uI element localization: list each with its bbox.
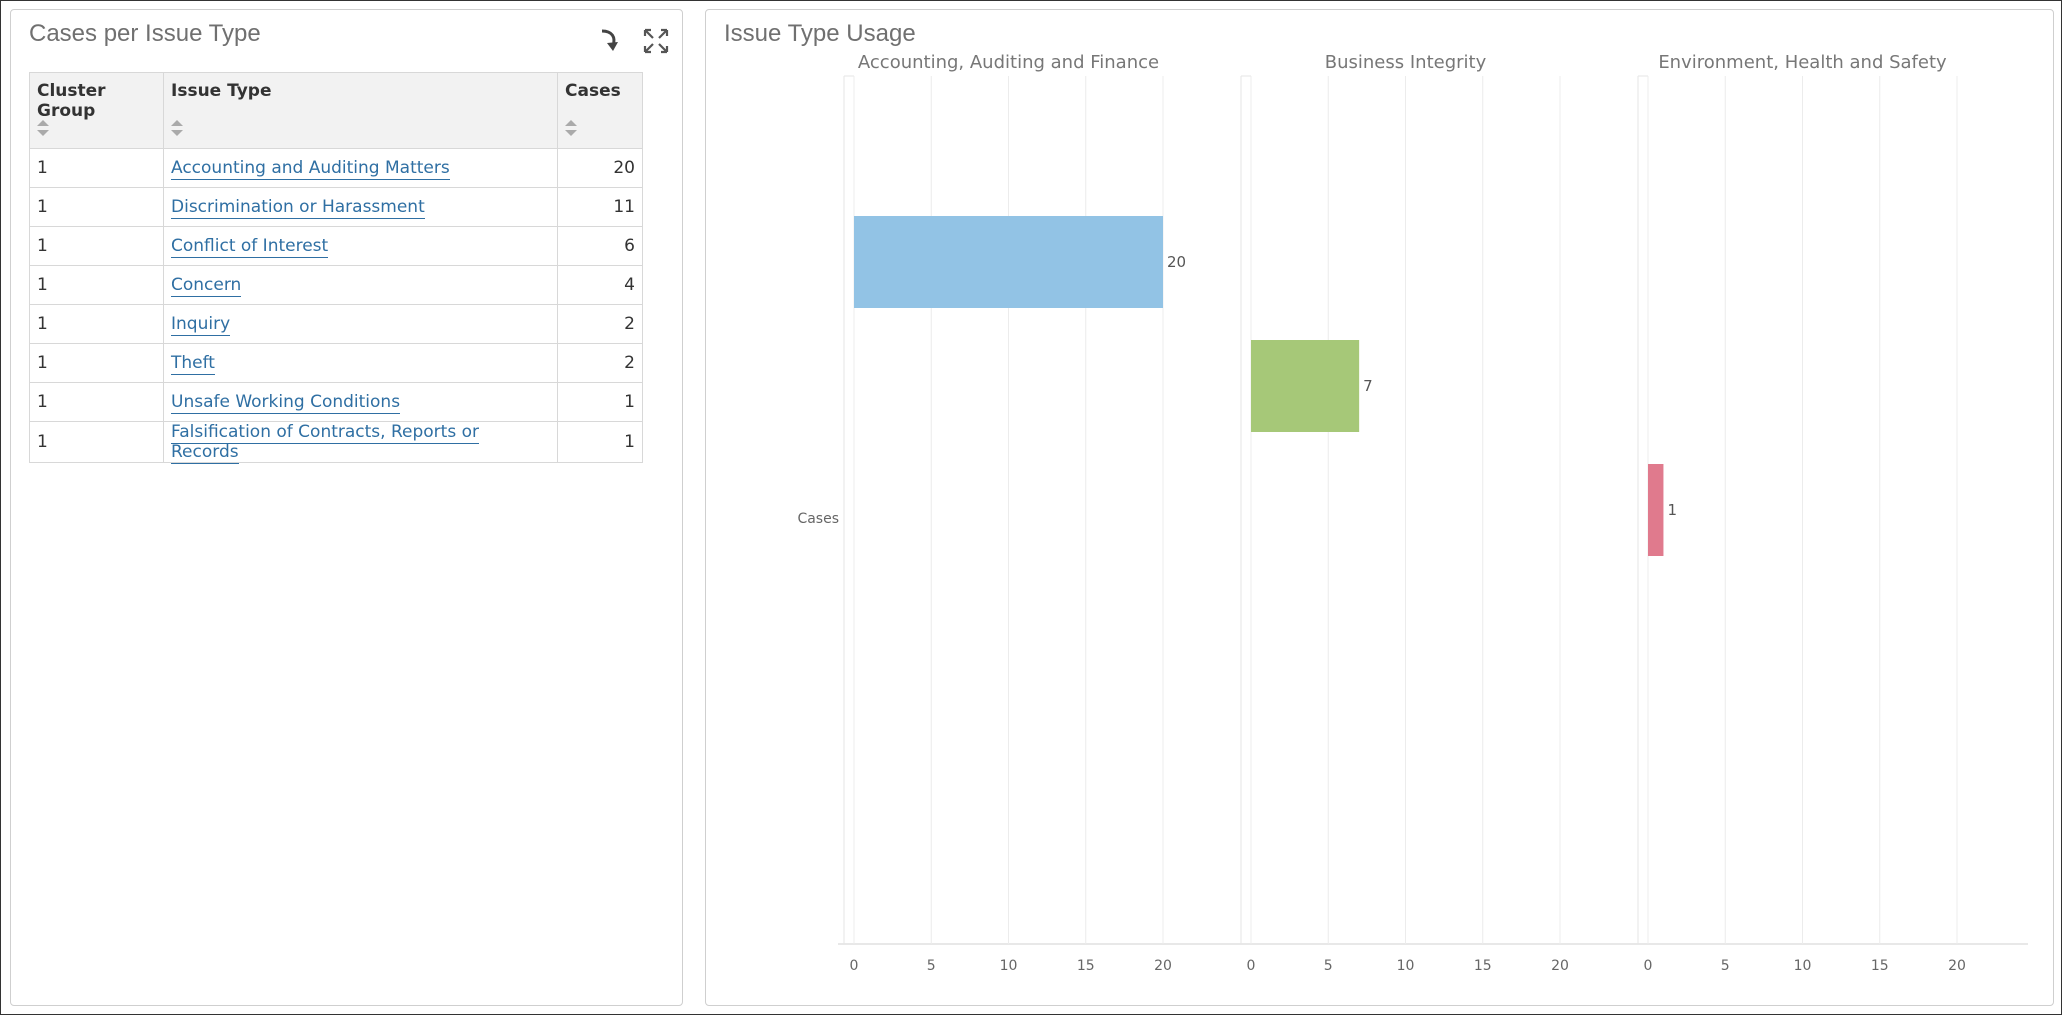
data-label: 20: [1167, 253, 1186, 271]
issue-type-cell: Theft: [163, 343, 558, 383]
facet-title: Accounting, Auditing and Finance: [858, 52, 1159, 73]
panel-title: Cases per Issue Type: [29, 20, 261, 47]
cases-cell: 2: [557, 343, 643, 383]
x-tick-label: 5: [1721, 958, 1730, 974]
facet-title: Business Integrity: [1325, 52, 1487, 73]
issue-type-link[interactable]: Accounting and Auditing Matters: [171, 158, 450, 180]
column-header-cluster-group[interactable]: Cluster Group: [29, 72, 164, 149]
cases-cell: 1: [557, 382, 643, 422]
refresh-icon[interactable]: [591, 24, 625, 58]
table-row: 1 Accounting and Auditing Matters 20: [29, 148, 643, 188]
bar: [1648, 464, 1664, 556]
cluster-group-cell: 1: [29, 343, 164, 383]
cases-per-issue-type-panel: Cases per Issue Type Cluster Group: [10, 9, 683, 1006]
facet-title: Environment, Health and Safety: [1658, 52, 1947, 73]
cluster-group-cell: 1: [29, 148, 164, 188]
x-tick-label: 10: [1794, 958, 1812, 974]
cases-cell: 1: [557, 421, 643, 463]
cases-cell: 11: [557, 187, 643, 227]
cases-cell: 4: [557, 265, 643, 305]
x-tick-label: 20: [1948, 958, 1966, 974]
issue-type-link[interactable]: Falsification of Contracts, Reports or R…: [171, 422, 479, 464]
cluster-group-cell: 1: [29, 421, 164, 463]
bar: [854, 216, 1163, 308]
cluster-group-cell: 1: [29, 382, 164, 422]
cases-cell: 20: [557, 148, 643, 188]
x-tick-label: 10: [1397, 958, 1415, 974]
bar: [1251, 340, 1360, 432]
cases-cell: 6: [557, 226, 643, 266]
issue-type-cell: Conflict of Interest: [163, 226, 558, 266]
issue-type-link[interactable]: Inquiry: [171, 314, 231, 336]
table-row: 1 Concern 4: [29, 265, 643, 305]
issue-type-link[interactable]: Concern: [171, 275, 242, 297]
table-row: 1 Theft 2: [29, 343, 643, 383]
x-tick-label: 15: [1871, 958, 1889, 974]
table-row: 1 Inquiry 2: [29, 304, 643, 344]
cluster-group-cell: 1: [29, 304, 164, 344]
issue-type-cell: Discrimination or Harassment: [163, 187, 558, 227]
issue-type-link[interactable]: Unsafe Working Conditions: [171, 392, 401, 414]
cluster-group-cell: 1: [29, 265, 164, 305]
table-row: 1 Falsification of Contracts, Reports or…: [29, 421, 643, 464]
cluster-group-cell: 1: [29, 226, 164, 266]
issue-type-cell: Inquiry: [163, 304, 558, 344]
issue-type-cell: Concern: [163, 265, 558, 305]
issue-type-cell: Unsafe Working Conditions: [163, 382, 558, 422]
issue-type-cell: Accounting and Auditing Matters: [163, 148, 558, 188]
x-tick-label: 10: [1000, 958, 1018, 974]
category-label: Cases: [797, 511, 839, 527]
cluster-group-cell: 1: [29, 187, 164, 227]
cases-cell: 2: [557, 304, 643, 344]
table-row: 1 Conflict of Interest 6: [29, 226, 643, 266]
column-header-cases[interactable]: Cases: [557, 72, 643, 149]
expand-icon[interactable]: [639, 24, 673, 58]
data-label: 7: [1363, 377, 1373, 395]
sort-icon[interactable]: [36, 118, 50, 138]
x-tick-label: 0: [1644, 958, 1653, 974]
table-row: 1 Unsafe Working Conditions 1: [29, 382, 643, 422]
issue-type-cell: Falsification of Contracts, Reports or R…: [163, 421, 558, 464]
x-tick-label: 20: [1551, 958, 1569, 974]
x-tick-label: 5: [1324, 958, 1333, 974]
issue-type-table: Cluster Group Issue Type Cases: [29, 72, 643, 464]
table-row: 1 Discrimination or Harassment 11: [29, 187, 643, 227]
x-tick-label: 20: [1154, 958, 1172, 974]
x-tick-label: 0: [850, 958, 859, 974]
sort-icon[interactable]: [564, 118, 578, 138]
issue-type-usage-panel: Issue Type Usage 0 5 10 15 20 Accounting, Aud…: [705, 9, 2054, 1006]
data-label: 1: [1667, 501, 1677, 519]
issue-type-link[interactable]: Discrimination or Harassment: [171, 197, 425, 219]
sort-icon[interactable]: [170, 118, 184, 138]
issue-type-link[interactable]: Theft: [171, 353, 215, 375]
x-tick-label: 0: [1247, 958, 1256, 974]
x-tick-label: 15: [1474, 958, 1492, 974]
column-header-issue-type[interactable]: Issue Type: [163, 72, 558, 149]
panel-title: Issue Type Usage: [724, 20, 916, 47]
issue-type-link[interactable]: Conflict of Interest: [171, 236, 329, 258]
x-tick-label: 5: [927, 958, 936, 974]
x-tick-label: 15: [1077, 958, 1095, 974]
